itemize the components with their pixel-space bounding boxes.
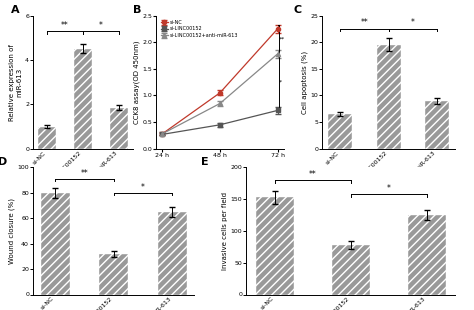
Y-axis label: Cell apoptosis (%): Cell apoptosis (%) <box>301 51 308 114</box>
Bar <box>256 197 294 294</box>
Bar <box>74 49 92 149</box>
Bar <box>425 101 449 149</box>
Text: **: ** <box>361 19 368 28</box>
Y-axis label: CCK8 assay(OD 450nm): CCK8 assay(OD 450nm) <box>133 40 140 124</box>
Y-axis label: Invasive cells per field: Invasive cells per field <box>222 192 228 270</box>
Text: **: ** <box>61 21 69 30</box>
Text: **: ** <box>309 170 317 179</box>
Text: **: ** <box>81 169 88 178</box>
Text: *: * <box>387 184 391 193</box>
Bar <box>158 212 187 294</box>
Y-axis label: Wound closure (%): Wound closure (%) <box>8 198 15 264</box>
Bar <box>377 45 401 149</box>
Text: *: * <box>279 80 282 85</box>
Text: *: * <box>141 183 145 192</box>
Text: A: A <box>11 5 20 15</box>
Bar <box>408 215 446 294</box>
Bar <box>328 114 353 149</box>
Bar <box>38 126 56 149</box>
Text: *: * <box>411 19 415 28</box>
Text: **: ** <box>279 37 285 42</box>
Text: B: B <box>133 5 142 15</box>
Legend: si-NC, si-LINC00152, si-LINC00152+anti-miR-613: si-NC, si-LINC00152, si-LINC00152+anti-m… <box>159 18 240 40</box>
Bar <box>332 245 370 294</box>
Text: C: C <box>293 5 301 15</box>
Text: *: * <box>99 21 103 30</box>
Text: D: D <box>0 157 7 167</box>
Bar <box>99 254 128 294</box>
Bar <box>110 108 128 149</box>
Y-axis label: Relative expression of
miR-613: Relative expression of miR-613 <box>9 44 22 121</box>
Bar <box>40 193 70 294</box>
Text: E: E <box>201 157 208 167</box>
